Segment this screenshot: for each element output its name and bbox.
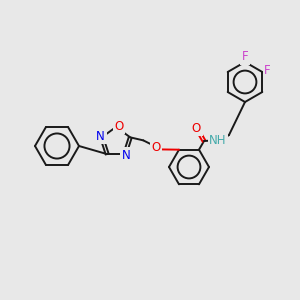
Text: O: O — [192, 122, 201, 135]
Text: F: F — [264, 64, 271, 77]
Text: N: N — [122, 148, 130, 162]
Text: O: O — [114, 119, 124, 133]
Text: F: F — [242, 50, 248, 64]
Text: O: O — [152, 141, 161, 154]
Text: NH: NH — [209, 134, 227, 146]
Text: N: N — [96, 130, 105, 143]
